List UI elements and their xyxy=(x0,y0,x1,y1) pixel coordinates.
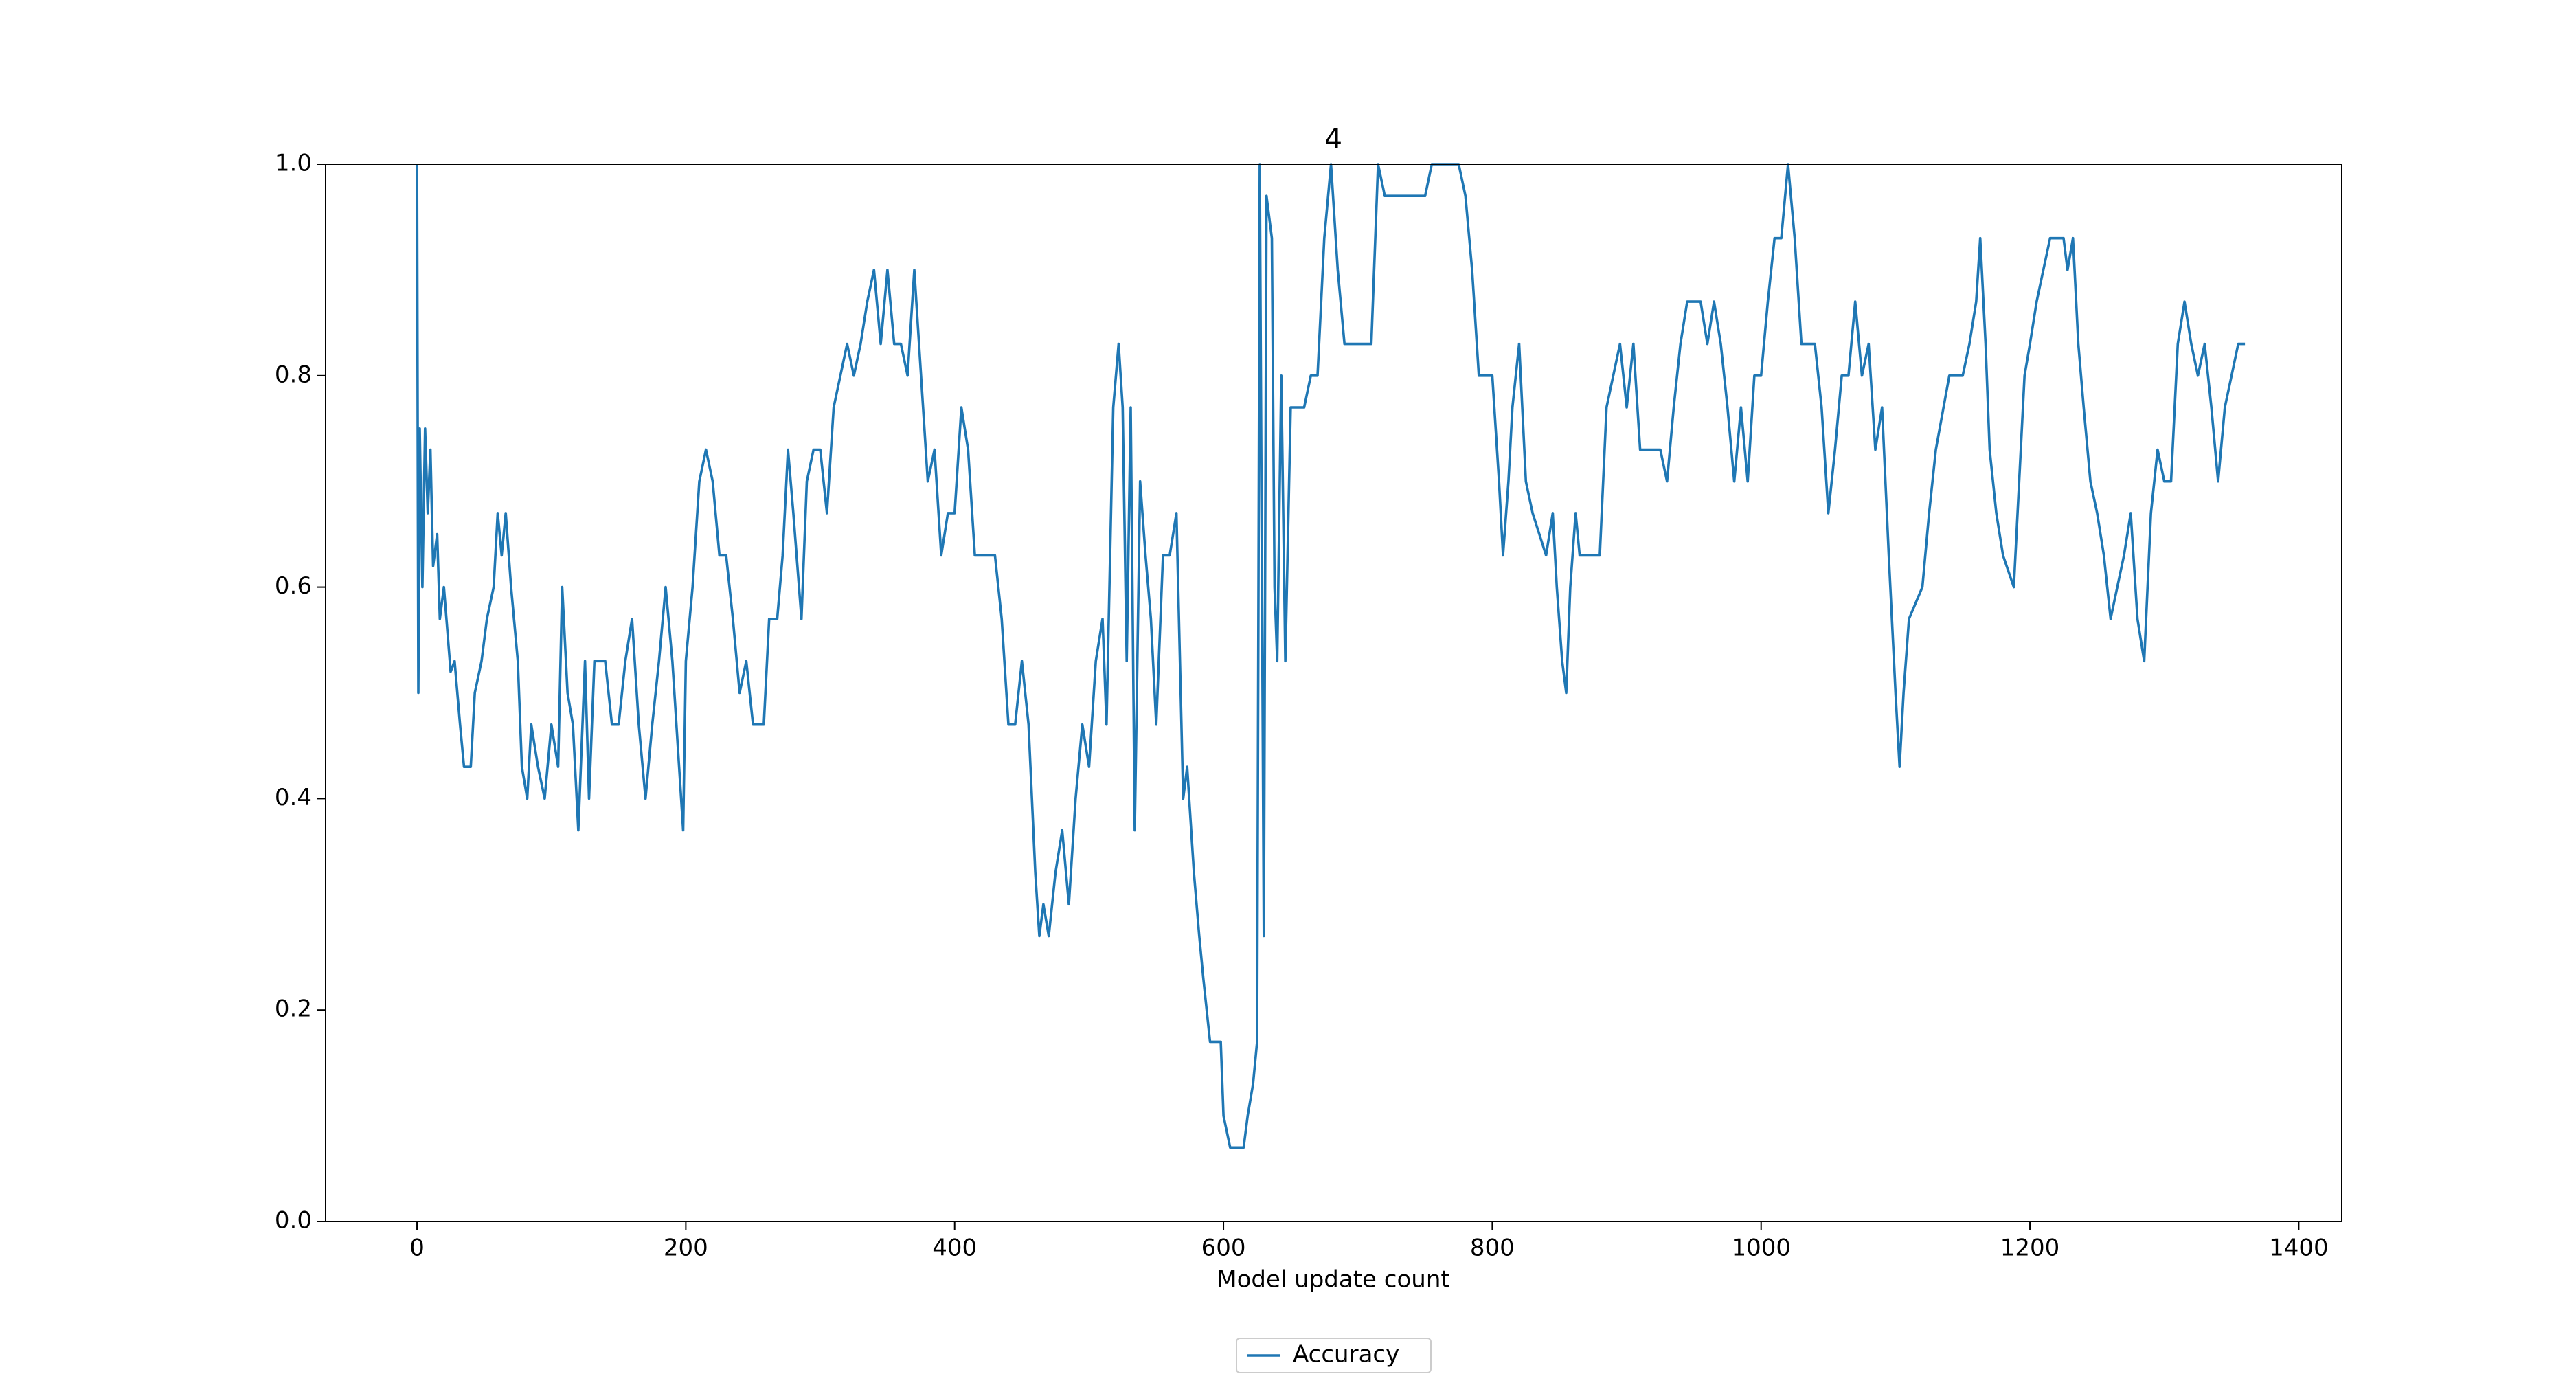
x-tick-label: 1200 xyxy=(2000,1235,2060,1262)
legend-label: Accuracy xyxy=(1293,1341,1399,1369)
x-axis-label: Model update count xyxy=(1217,1266,1449,1294)
y-tick-label: 0.2 xyxy=(275,995,312,1023)
x-tick-label: 1000 xyxy=(1731,1235,1791,1262)
data-line xyxy=(416,163,2246,1149)
y-tick-label: 1.0 xyxy=(275,150,312,177)
x-tick-label: 200 xyxy=(664,1235,708,1262)
y-tick-label: 0.8 xyxy=(275,361,312,388)
x-tick-label: 0 xyxy=(409,1235,425,1262)
x-tick-label: 600 xyxy=(1201,1235,1246,1262)
chart-title: 4 xyxy=(1324,122,1342,155)
x-tick-label: 400 xyxy=(932,1235,977,1262)
plot-frame xyxy=(325,164,2342,1222)
y-tick-label: 0.6 xyxy=(275,572,312,600)
x-tick-label: 1400 xyxy=(2269,1235,2329,1262)
legend-box xyxy=(1236,1338,1432,1373)
y-tick-label: 0.0 xyxy=(275,1207,312,1235)
x-tick-label: 800 xyxy=(1470,1235,1515,1262)
y-tick-label: 0.4 xyxy=(275,784,312,811)
